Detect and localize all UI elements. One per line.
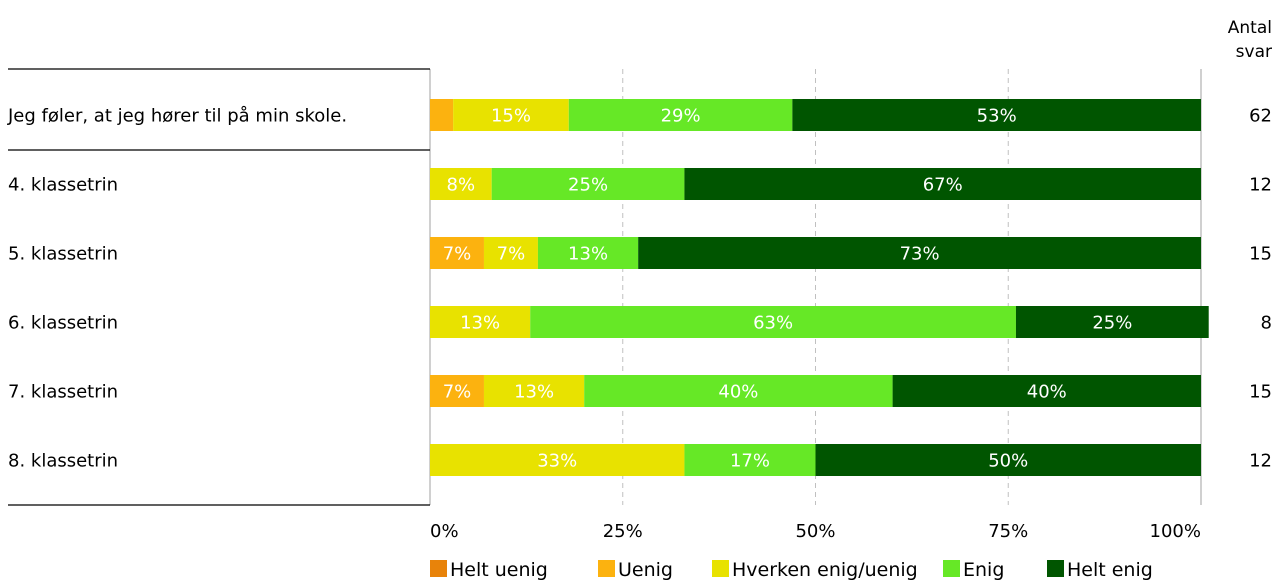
bar-segment [430, 237, 484, 269]
bar-value-label: 8% [447, 175, 476, 196]
legend-swatch [598, 560, 615, 577]
category-label: Jeg føler, at jeg hører til på min skole… [7, 106, 347, 127]
category-labels: Jeg føler, at jeg hører til på min skole… [7, 106, 347, 472]
legend-swatch [943, 560, 960, 577]
bar-segment [815, 444, 1201, 476]
count-labels: 62 12 15 8 15 12 [1249, 106, 1272, 472]
bar-value-label: 33% [537, 451, 577, 472]
category-label: 6. klassetrin [8, 313, 118, 334]
legend-label: Helt uenig [450, 559, 548, 580]
bar-segment [638, 237, 1201, 269]
x-tick-label: 0% [430, 521, 459, 542]
legend-label: Uenig [618, 559, 673, 580]
bar-segment [684, 444, 816, 476]
x-tick-label: 100% [1150, 521, 1201, 542]
bar-value-label: 73% [900, 244, 940, 265]
bar-segment [792, 99, 1201, 131]
bar-segment [584, 375, 893, 407]
legend-label: Helt enig [1067, 559, 1153, 580]
bar-segment [453, 99, 569, 131]
bar-segment [483, 237, 538, 269]
bar-segment [568, 99, 793, 131]
count-value: 15 [1249, 382, 1272, 403]
bar-value-label: 13% [514, 382, 554, 403]
bar-value-label: 17% [730, 451, 770, 472]
bar-value-label: 7% [497, 244, 526, 265]
x-axis-ticks: 0% 25% 50% 75% 100% [430, 521, 1201, 542]
bar-segment [430, 306, 531, 338]
count-value: 8 [1261, 313, 1272, 334]
category-label: 8. klassetrin [8, 451, 118, 472]
category-label: 7. klassetrin [8, 382, 118, 403]
bar-value-label: 40% [1027, 382, 1067, 403]
legend-swatch [712, 560, 729, 577]
count-value: 12 [1249, 175, 1272, 196]
bar-value-label: 25% [1092, 313, 1132, 334]
bar-value-label: 7% [443, 382, 472, 403]
bar-segment [537, 237, 639, 269]
x-tick-label: 75% [988, 521, 1028, 542]
category-label: 4. klassetrin [8, 175, 118, 196]
legend-swatch [1047, 560, 1064, 577]
bar-segment [483, 375, 585, 407]
bar-segment [530, 306, 1016, 338]
count-header-line-1: Antal [1228, 18, 1272, 38]
bar-segment [491, 168, 685, 200]
bar-value-label: 29% [661, 106, 701, 127]
bar-segment [1015, 306, 1209, 338]
category-label: 5. klassetrin [8, 244, 118, 265]
bar-segments: 15% 29% 53% 8% 25% 67% 7% 7% 13% 73% 13% 63% 25% 7% 13… [430, 99, 1209, 476]
bar-segment [892, 375, 1201, 407]
bar-value-label: 53% [977, 106, 1017, 127]
bar-value-label: 63% [753, 313, 793, 334]
x-tick-label: 50% [795, 521, 835, 542]
x-tick-label: 25% [603, 521, 643, 542]
legend-label: Enig [963, 559, 1004, 580]
bar-value-label: 15% [491, 106, 531, 127]
bar-value-label: 13% [568, 244, 608, 265]
bar-value-label: 50% [988, 451, 1028, 472]
count-value: 15 [1249, 244, 1272, 265]
legend-label: Hverken enig/uenig [732, 559, 918, 580]
bar-value-label: 13% [460, 313, 500, 334]
bar-segment [430, 99, 454, 131]
count-header: Antal svar [1228, 18, 1272, 62]
bar-value-label: 67% [923, 175, 963, 196]
grid-lines [8, 68, 1202, 506]
count-header-line-2: svar [1236, 42, 1272, 62]
bar-value-label: 7% [443, 244, 472, 265]
bar-segment [430, 375, 484, 407]
bar-segment [430, 168, 492, 200]
legend: Helt uenig Uenig Hverken enig/uenig Enig Hel… [430, 559, 1153, 580]
count-value: 62 [1249, 106, 1272, 127]
bar-segment [430, 444, 685, 476]
legend-swatch [430, 560, 447, 577]
count-value: 12 [1249, 451, 1272, 472]
bar-value-label: 25% [568, 175, 608, 196]
bar-value-label: 40% [718, 382, 758, 403]
bar-segment [684, 168, 1201, 200]
